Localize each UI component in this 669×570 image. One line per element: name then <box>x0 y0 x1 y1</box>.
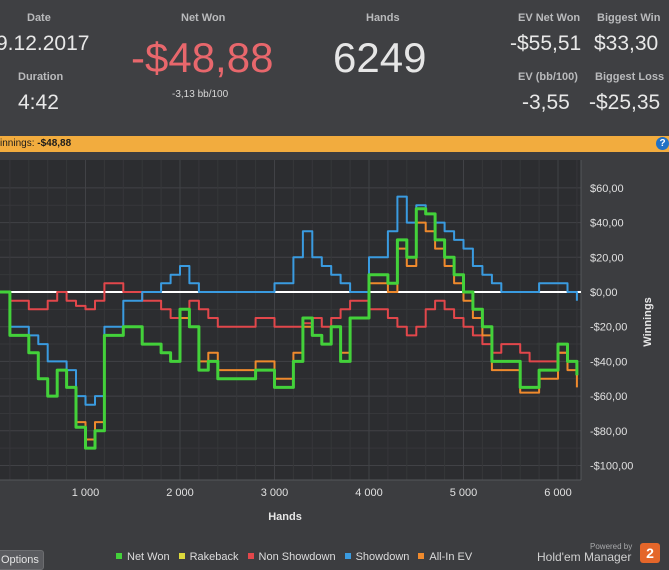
ev-net-won-label: EV Net Won <box>518 12 581 24</box>
options-button[interactable]: Options <box>0 550 44 570</box>
x-tick-label: 6 000 <box>544 487 572 499</box>
legend-swatch <box>247 553 254 559</box>
legend-item-non-showdown[interactable]: Non Showdown <box>247 551 336 563</box>
net-won-value: -$48,88 <box>131 34 274 81</box>
ev-bb-label: EV (bb/100) <box>518 71 578 83</box>
y-tick-label: -$20,00 <box>590 322 627 334</box>
series-line-net-won <box>0 207 579 450</box>
help-icon[interactable]: ? <box>656 137 669 150</box>
legend-item-showdown[interactable]: Showdown <box>344 551 410 563</box>
winnings-chart: $60,00 $40,00 $20,00 $0,00 -$20,00 -$40,00 -$6… <box>0 160 654 523</box>
y-axis-label: Winnings <box>642 297 654 346</box>
biggest-win-label: Biggest Win <box>597 12 661 24</box>
legend-swatch <box>418 553 425 559</box>
winnings-banner-value: -$48,88 <box>37 138 72 149</box>
chart-legend: Net Won Rakeback Non Showdown Showdown All-I… <box>116 551 481 563</box>
hands-value: 6249 <box>333 34 427 81</box>
y-tick-label: $40,00 <box>590 218 624 230</box>
y-tick-labels: $60,00 $40,00 $20,00 $0,00 -$20,00 -$40,00 -$6… <box>590 183 633 473</box>
legend-label: Net Won <box>127 551 170 563</box>
legend-swatch <box>116 553 122 559</box>
ev-net-won-value: -$55,51 <box>510 32 582 55</box>
y-tick-label: $60,00 <box>590 183 624 195</box>
date-value: 9.12.2017 <box>0 32 90 55</box>
x-tick-label: 3 000 <box>261 487 289 499</box>
net-won-label: Net Won <box>181 12 226 24</box>
series-group <box>0 195 579 450</box>
legend-item-all-in-ev[interactable]: All-In EV <box>418 551 472 563</box>
x-tick-label: 1 000 <box>72 487 100 499</box>
legend-label: Showdown <box>355 551 410 563</box>
y-tick-label: $0,00 <box>590 287 618 299</box>
x-tick-label: 5 000 <box>450 487 478 499</box>
plot-background <box>0 160 581 480</box>
powered-by-label: Powered by <box>590 542 633 551</box>
y-tick-label: $20,00 <box>590 252 624 264</box>
legend-swatch <box>178 553 185 559</box>
biggest-loss-value: -$25,35 <box>589 91 661 114</box>
y-tick-label: -$100,00 <box>590 461 633 473</box>
duration-label: Duration <box>18 71 64 83</box>
x-tick-label: 2 000 <box>166 487 194 499</box>
y-tick-label: -$40,00 <box>590 356 627 368</box>
brand-logo: 2 <box>640 543 660 563</box>
biggest-win-value: $33,30 <box>594 32 659 55</box>
winnings-banner: innings: -$48,88 <box>0 136 669 152</box>
series-line-showdown <box>0 195 578 406</box>
legend-label: All-In EV <box>429 551 473 563</box>
legend-label: Rakeback <box>189 551 239 563</box>
chart-area: $60,00 $40,00 $20,00 $0,00 -$20,00 -$40,00 -$6… <box>0 152 669 564</box>
winnings-banner-label: innings: <box>0 138 35 149</box>
duration-value: 4:42 <box>18 91 59 114</box>
stats-header: Date 9.12.2017 Duration 4:42 Net Won -$4… <box>0 0 669 136</box>
biggest-loss-label: Biggest Loss <box>595 71 665 83</box>
legend-item-rakeback[interactable]: Rakeback <box>178 551 239 563</box>
x-tick-labels: 1 000 2 000 3 000 4 000 5 000 6 000 <box>72 487 572 499</box>
x-axis-label: Hands <box>268 511 302 523</box>
bb-per-100: -3,13 bb/100 <box>172 89 229 100</box>
ev-bb-value: -3,55 <box>522 91 570 114</box>
hands-label: Hands <box>366 12 400 24</box>
y-tick-label: -$80,00 <box>590 426 627 438</box>
legend-swatch <box>344 553 351 559</box>
brand-name: Hold'em Manager <box>537 550 632 564</box>
date-label: Date <box>27 12 51 24</box>
legend-item-net-won[interactable]: Net Won <box>116 551 170 563</box>
legend-label: Non Showdown <box>258 551 336 563</box>
y-tick-label: -$60,00 <box>590 391 627 403</box>
x-tick-label: 4 000 <box>355 487 383 499</box>
